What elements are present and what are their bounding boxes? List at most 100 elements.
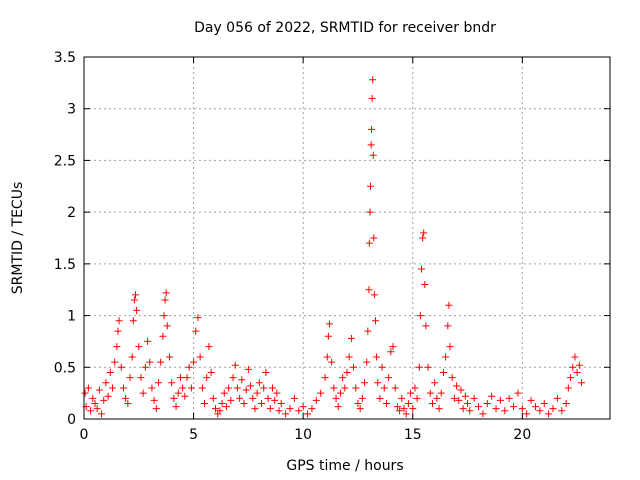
data-point — [212, 405, 219, 413]
data-point — [341, 384, 349, 392]
data-point — [411, 384, 419, 392]
data-point — [312, 396, 320, 404]
y-tick-label: 2 — [67, 205, 76, 221]
data-point — [266, 405, 274, 413]
data-point — [129, 317, 137, 325]
data-point — [207, 368, 215, 376]
data-point — [459, 405, 467, 413]
data-point — [113, 343, 121, 351]
data-point — [536, 407, 544, 415]
data-point — [260, 384, 268, 392]
data-point — [277, 399, 285, 407]
data-point — [162, 289, 170, 297]
data-point — [119, 384, 127, 392]
data-point — [488, 392, 496, 400]
data-point — [365, 239, 373, 247]
data-point — [87, 407, 95, 415]
data-point — [396, 407, 404, 415]
data-point — [578, 379, 586, 387]
data-point — [505, 394, 513, 402]
data-point — [205, 343, 213, 351]
data-point — [407, 389, 415, 397]
data-point — [251, 405, 259, 413]
data-point — [439, 368, 447, 376]
data-point — [391, 384, 399, 392]
data-point — [510, 403, 518, 411]
data-point — [350, 363, 358, 371]
data-point — [373, 353, 381, 361]
data-point — [339, 374, 347, 382]
data-point — [128, 353, 136, 361]
data-point — [198, 384, 206, 392]
data-point — [479, 410, 487, 418]
data-point — [122, 394, 130, 402]
data-point — [150, 396, 158, 404]
data-point — [354, 399, 362, 407]
data-point — [562, 399, 570, 407]
data-point — [196, 353, 204, 361]
data-point — [93, 405, 101, 413]
data-point — [231, 361, 239, 369]
x-axis-label: GPS time / hours — [286, 458, 403, 474]
data-point — [135, 343, 143, 351]
data-point — [155, 379, 163, 387]
data-point — [415, 363, 423, 371]
y-tick-label: 3 — [67, 102, 76, 118]
data-point — [106, 368, 114, 376]
data-point — [114, 327, 122, 335]
data-point — [378, 363, 386, 371]
data-point — [148, 384, 156, 392]
data-point — [317, 389, 325, 397]
data-point — [400, 405, 408, 413]
data-point — [364, 327, 372, 335]
data-point — [308, 405, 316, 413]
data-point — [108, 384, 116, 392]
x-tick-label: 15 — [404, 427, 422, 443]
data-point — [194, 314, 202, 322]
data-point — [295, 407, 303, 415]
data-point — [262, 368, 270, 376]
data-point — [464, 399, 472, 407]
y-tick-label: 0.5 — [54, 360, 76, 376]
data-point — [363, 358, 371, 366]
data-point — [236, 394, 244, 402]
data-point — [144, 337, 152, 345]
data-point — [139, 389, 147, 397]
data-point — [475, 403, 482, 411]
data-point — [376, 394, 384, 402]
data-point — [374, 379, 382, 387]
x-tick-label: 5 — [189, 427, 198, 443]
data-point — [84, 384, 92, 392]
data-point — [545, 410, 553, 418]
data-point — [571, 353, 579, 361]
data-point — [345, 353, 353, 361]
data-point — [352, 384, 360, 392]
data-point — [247, 382, 255, 390]
data-point — [370, 291, 378, 299]
data-point — [126, 374, 134, 382]
data-point — [448, 374, 456, 382]
data-point — [398, 394, 406, 402]
data-point — [365, 286, 373, 294]
data-point — [115, 317, 123, 325]
data-point — [567, 374, 575, 382]
data-point — [268, 384, 276, 392]
data-point — [100, 396, 108, 404]
data-point — [393, 403, 401, 411]
data-point — [258, 399, 266, 407]
data-point — [89, 394, 97, 402]
data-point — [304, 410, 312, 418]
data-point — [518, 405, 526, 413]
data-point — [102, 379, 110, 387]
data-point — [422, 322, 430, 330]
data-point — [453, 382, 461, 390]
data-point — [176, 374, 184, 382]
data-point — [409, 405, 417, 413]
data-point — [435, 405, 443, 413]
data-point — [264, 394, 272, 402]
y-axis-label: SRMTID / TECUs — [10, 182, 26, 295]
data-point — [368, 94, 376, 102]
data-point — [404, 399, 412, 407]
data-point — [387, 348, 395, 356]
ticks: 0 0.5 1 1.5 2 2.5 3 3.5 0 5 10 15 20 — [54, 50, 610, 443]
